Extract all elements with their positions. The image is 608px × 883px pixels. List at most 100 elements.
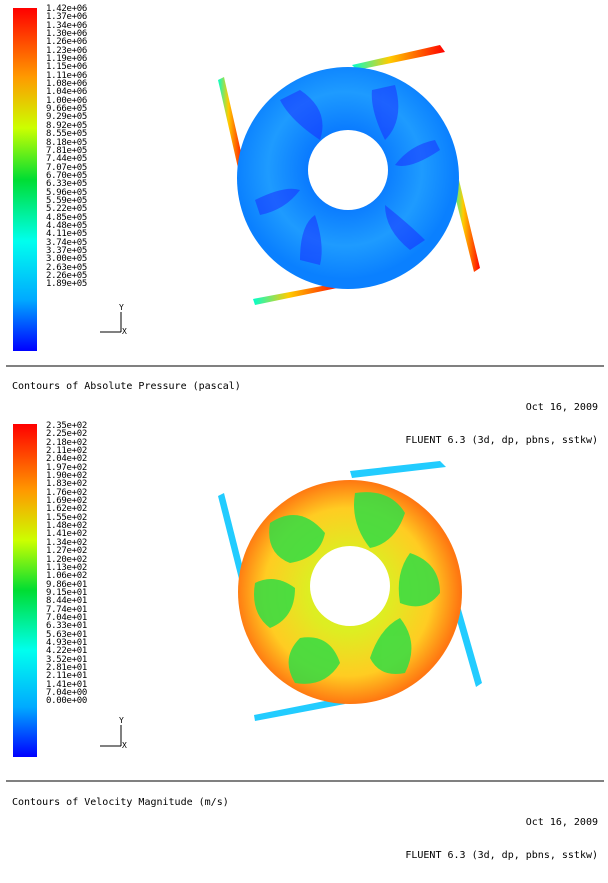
axis-y-label: Y	[119, 303, 124, 312]
scale-tick-label: 1.97e+02	[46, 462, 87, 473]
velocity-info: Oct 16, 2009 FLUENT 6.3 (3d, dp, pbns, s…	[405, 795, 598, 883]
scale-tick-label: 1.23e+06	[46, 45, 87, 56]
scale-tick-label: 2.04e+02	[46, 454, 87, 465]
scale-tick-label: 3.52e+01	[46, 654, 87, 665]
scale-tick-label: 4.22e+01	[46, 646, 87, 657]
scale-tick-label: 2.18e+02	[46, 437, 87, 448]
scale-tick-label: 1.76e+02	[46, 487, 87, 498]
scale-tick-label: 1.37e+06	[46, 12, 87, 23]
scale-tick-label: 7.04e+00	[46, 688, 87, 698]
scale-tick-label: 1.27e+02	[46, 546, 87, 557]
scale-tick-label: 5.22e+05	[46, 204, 87, 215]
scale-tick-label: 1.11e+06	[46, 70, 87, 81]
blade-left	[218, 493, 246, 583]
scale-tick-label: 1.42e+06	[46, 4, 87, 14]
scale-tick-label: 1.15e+06	[46, 62, 87, 73]
scale-tick-label: 2.11e+02	[46, 446, 87, 457]
scale-tick-label: 2.81e+01	[46, 662, 87, 673]
scale-tick-label: 2.11e+01	[46, 671, 87, 682]
scale-tick-label: 1.19e+06	[46, 54, 87, 65]
scale-tick-label: 0.00e+00	[46, 696, 87, 707]
scale-tick-label: 1.08e+06	[46, 79, 87, 90]
blade-left	[218, 77, 244, 168]
scale-tick-label: 7.74e+01	[46, 604, 87, 615]
scale-tick-label: 9.29e+05	[46, 112, 87, 123]
pressure-info: Oct 16, 2009 FLUENT 6.3 (3d, dp, pbns, s…	[405, 380, 598, 468]
scale-tick-label: 8.18e+05	[46, 137, 87, 148]
scale-tick-label: 9.86e+01	[46, 579, 87, 590]
scale-tick-label: 1.13e+02	[46, 562, 87, 573]
scale-tick-label: 4.85e+05	[46, 212, 87, 223]
velocity-caption: Contours of Velocity Magnitude (m/s)	[12, 797, 229, 808]
scale-tick-label: 2.25e+02	[46, 429, 87, 440]
scale-tick-label: 9.66e+05	[46, 104, 87, 115]
velocity-date: Oct 16, 2009	[525, 817, 598, 828]
scale-tick-label: 1.41e+01	[46, 679, 87, 690]
inner-hub	[308, 130, 388, 210]
axis-x-label: X	[122, 327, 127, 336]
scale-tick-label: 1.30e+06	[46, 29, 87, 40]
scale-tick-label: 4.93e+01	[46, 637, 87, 648]
velocity-green-lobes	[254, 492, 440, 684]
scale-tick-label: 2.35e+02	[46, 421, 87, 431]
scale-tick-label: 5.63e+01	[46, 629, 87, 640]
scale-tick-label: 1.34e+02	[46, 537, 87, 548]
scale-tick-label: 1.20e+02	[46, 554, 87, 565]
scale-tick-label: 1.48e+02	[46, 521, 87, 532]
pressure-caption: Contours of Absolute Pressure (pascal)	[12, 381, 241, 392]
scale-tick-label: 1.55e+02	[46, 512, 87, 523]
scale-tick-label: 2.63e+05	[46, 262, 87, 273]
scale-tick-label: 3.00e+05	[46, 254, 87, 265]
axis-triad	[100, 725, 122, 747]
velocity-colorbar	[13, 424, 37, 757]
scale-tick-label: 6.70e+05	[46, 170, 87, 181]
scale-tick-label: 1.06e+02	[46, 571, 87, 582]
scale-tick-label: 7.04e+01	[46, 612, 87, 623]
scale-tick-label: 1.00e+06	[46, 95, 87, 106]
pressure-colorbar	[13, 8, 37, 351]
scale-tick-label: 8.55e+05	[46, 129, 87, 140]
scale-tick-label: 1.41e+02	[46, 529, 87, 540]
scale-tick-label: 5.96e+05	[46, 187, 87, 198]
scale-tick-label: 1.62e+02	[46, 504, 87, 515]
pressure-software: FLUENT 6.3 (3d, dp, pbns, sstkw)	[405, 435, 598, 446]
scale-tick-label: 1.83e+02	[46, 479, 87, 490]
axis-x-label: X	[122, 741, 127, 750]
blade-right	[452, 180, 480, 272]
velocity-scale-labels: 2.35e+02 2.25e+02 2.18e+02 2.11e+02 2.04e+02…	[46, 421, 87, 707]
scale-tick-label: 1.90e+02	[46, 471, 87, 482]
velocity-contour-panel: 2.35e+02 2.25e+02 2.18e+02 2.11e+02 2.04e+02…	[0, 413, 608, 861]
scale-tick-label: 1.69e+02	[46, 496, 87, 507]
blade-top	[350, 461, 446, 478]
pressure-low-zones	[255, 85, 440, 265]
scale-tick-label: 4.11e+05	[46, 229, 87, 240]
scale-tick-label: 1.26e+06	[46, 37, 87, 48]
blade-bottom	[253, 283, 342, 305]
scale-tick-label: 7.81e+05	[46, 145, 87, 156]
scale-tick-label: 2.26e+05	[46, 271, 87, 281]
scale-tick-label: 7.44e+05	[46, 154, 87, 165]
scale-tick-label: 1.34e+06	[46, 20, 87, 31]
scale-tick-label: 6.33e+01	[46, 621, 87, 632]
inner-hub	[310, 546, 390, 626]
scale-tick-label: 4.48e+05	[46, 220, 87, 231]
pressure-contour-panel: 1.42e+06 1.37e+06 1.34e+06 1.30e+06 1.26e+06…	[0, 0, 608, 446]
scale-tick-label: 1.04e+06	[46, 87, 87, 98]
pressure-scale-labels: 1.42e+06 1.37e+06 1.34e+06 1.30e+06 1.26e+06…	[46, 4, 87, 290]
blade-right	[452, 599, 482, 687]
scale-tick-label: 9.15e+01	[46, 587, 87, 598]
scale-tick-label: 8.92e+05	[46, 120, 87, 131]
scale-tick-label: 6.33e+05	[46, 179, 87, 190]
scale-tick-label: 3.74e+05	[46, 237, 87, 248]
axis-y-label: Y	[119, 716, 124, 725]
pressure-date: Oct 16, 2009	[525, 402, 598, 413]
scale-tick-label: 1.89e+05	[46, 279, 87, 290]
scale-tick-label: 3.37e+05	[46, 245, 87, 256]
blade-bottom	[254, 698, 345, 721]
scale-tick-label: 5.59e+05	[46, 195, 87, 206]
scale-tick-label: 8.44e+01	[46, 596, 87, 607]
axis-triad	[100, 312, 122, 333]
velocity-contour-plot	[6, 424, 604, 782]
pressure-contour-plot	[6, 8, 604, 367]
blade-top	[352, 45, 445, 70]
